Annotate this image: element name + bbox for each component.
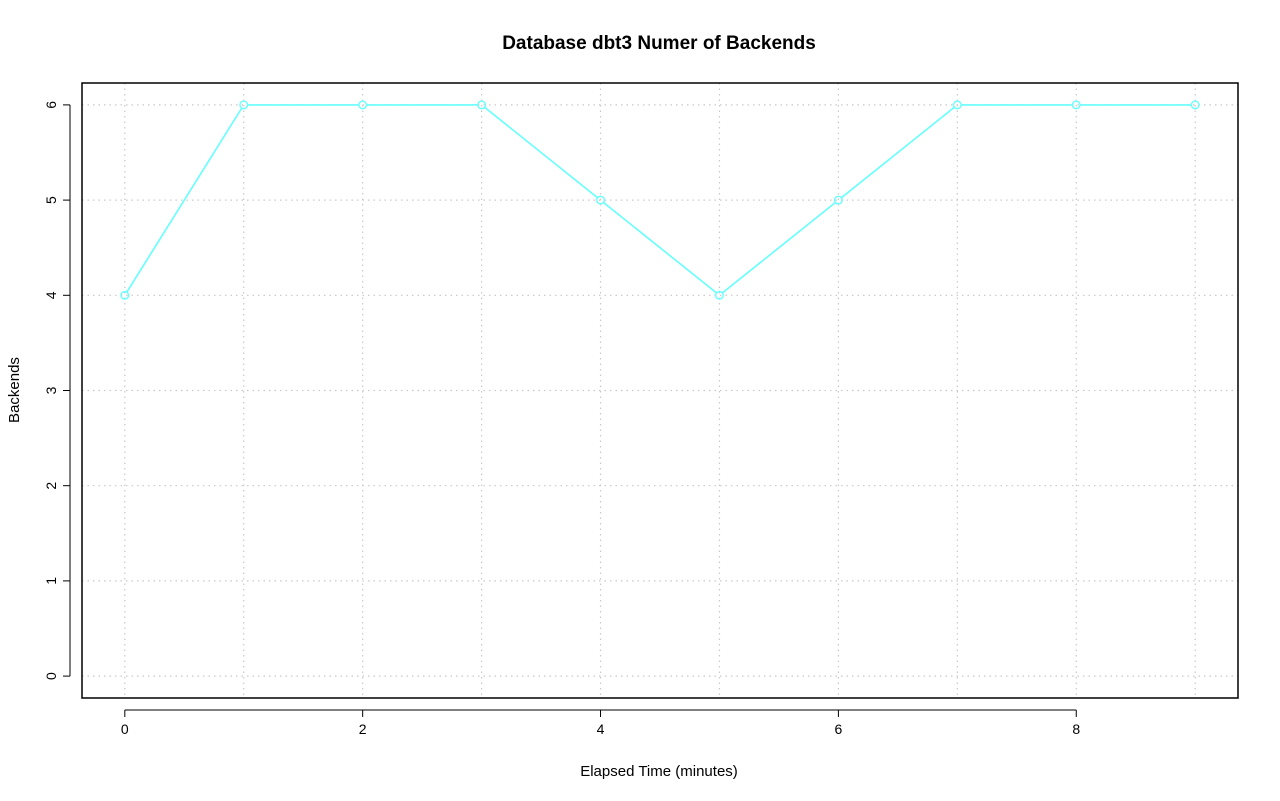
y-tick-label-4: 4 bbox=[43, 291, 59, 299]
line-segment-3 bbox=[484, 106, 599, 199]
y-tick-label-2: 2 bbox=[43, 482, 59, 490]
series-0 bbox=[120, 100, 1200, 300]
data-point-3 bbox=[477, 100, 487, 110]
x-tick-label-4: 8 bbox=[1072, 721, 1080, 737]
line-segment-5 bbox=[721, 201, 836, 294]
data-point-4 bbox=[596, 195, 606, 205]
data-point-5 bbox=[714, 290, 724, 300]
y-tick-label-6: 6 bbox=[43, 101, 59, 109]
series-layer bbox=[120, 100, 1200, 300]
data-point-9 bbox=[1190, 100, 1200, 110]
data-point-7 bbox=[952, 100, 962, 110]
x-tick-label-3: 6 bbox=[834, 721, 842, 737]
y-axis-label: Backends bbox=[6, 357, 23, 423]
data-point-0 bbox=[120, 290, 130, 300]
y-axis: 0 1 2 3 4 5 6 bbox=[43, 101, 71, 680]
x-tick-label-0: 0 bbox=[121, 721, 129, 737]
y-tick-label-5: 5 bbox=[43, 196, 59, 204]
y-tick-label-0: 0 bbox=[43, 672, 59, 680]
x-tick-label-1: 2 bbox=[359, 721, 367, 737]
data-point-6 bbox=[833, 195, 843, 205]
x-axis: 0 2 4 6 8 bbox=[121, 709, 1080, 737]
data-point-8 bbox=[1071, 100, 1081, 110]
y-tick-label-1: 1 bbox=[43, 577, 59, 585]
plot-frame bbox=[81, 82, 1239, 699]
chart-title: Database dbt3 Numer of Backends bbox=[502, 33, 816, 54]
y-tick-label-3: 3 bbox=[43, 386, 59, 394]
data-point-1 bbox=[239, 100, 249, 110]
line-segment-0 bbox=[126, 107, 243, 293]
data-point-2 bbox=[358, 100, 368, 110]
x-axis-label: Elapsed Time (minutes) bbox=[580, 763, 738, 780]
line-segment-6 bbox=[840, 106, 955, 199]
grid-lines bbox=[82, 83, 1238, 698]
line-segment-4 bbox=[603, 201, 717, 294]
x-tick-label-2: 4 bbox=[597, 721, 605, 737]
